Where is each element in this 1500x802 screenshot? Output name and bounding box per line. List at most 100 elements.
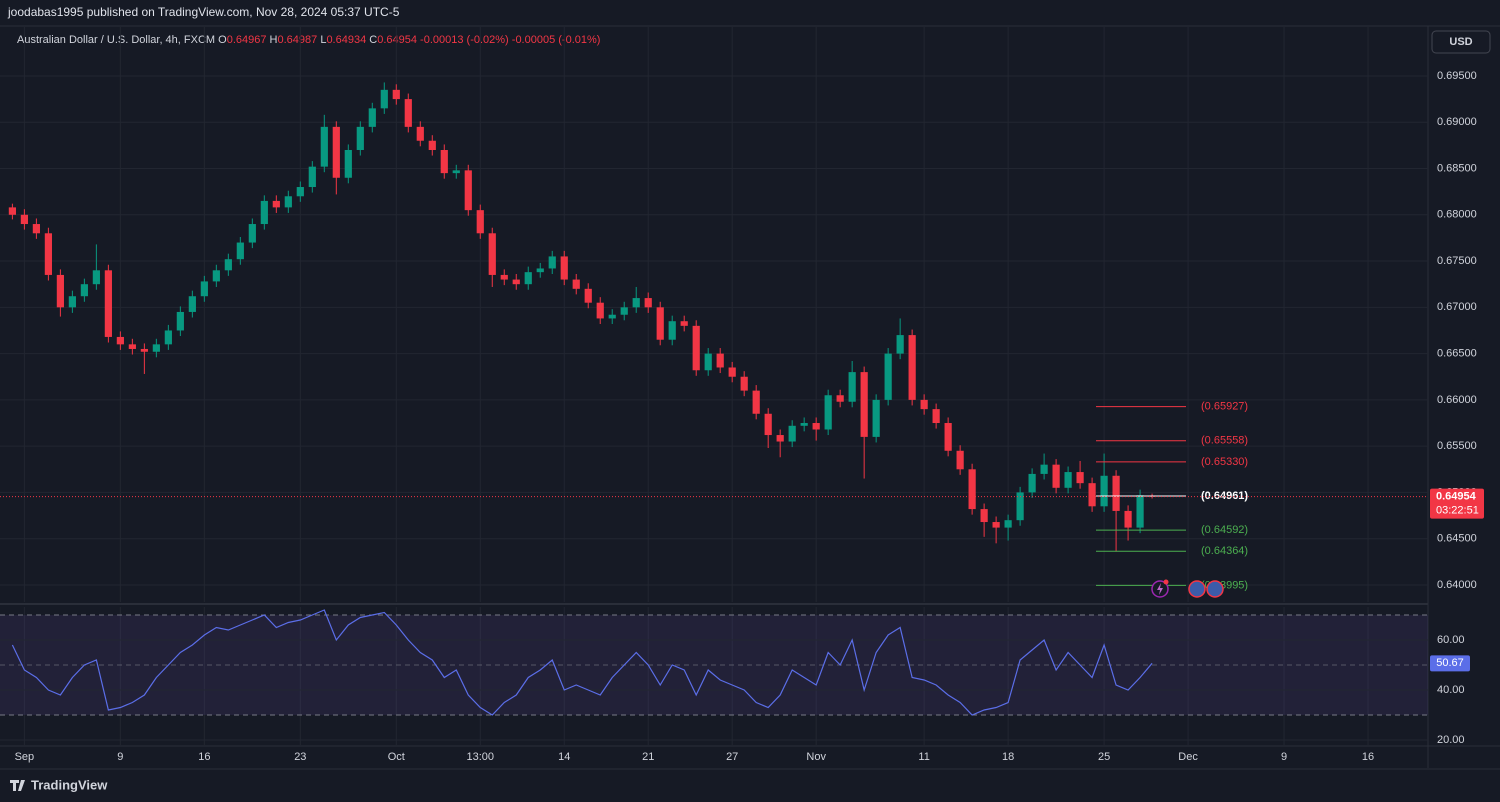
currency-button[interactable] [1431, 30, 1491, 54]
candle-body [440, 149, 448, 174]
candle-body [680, 321, 688, 326]
candle-body [1136, 495, 1144, 528]
candle-body [452, 170, 460, 174]
flag-icon[interactable] [1206, 580, 1224, 598]
candle-body [80, 284, 88, 297]
candle-body [560, 256, 568, 280]
y-tick-label: 0.66500 [1437, 348, 1477, 360]
event-icons [1151, 579, 1224, 598]
candle-body [668, 321, 676, 340]
candle-body [980, 509, 988, 523]
candle-body [872, 399, 880, 437]
x-tick-label: 21 [642, 751, 654, 763]
candle-body [620, 307, 628, 315]
y-tick-label: 0.67000 [1437, 301, 1477, 313]
publisher: joodabas1995 published on TradingView.co… [7, 5, 400, 19]
candle-body [1112, 475, 1120, 511]
candle-body [32, 224, 40, 234]
candle-body [1040, 464, 1048, 474]
candle-body [956, 450, 964, 470]
plot: Sep 9 16 23 Oct 13:00 14 21 27 Nov 11 18 25 Dec 9 16 0.6… [0, 27, 1484, 763]
candle-body [128, 344, 136, 349]
change: -0.00013 (-0.02%) [420, 34, 509, 46]
y-tick-label: 0.68500 [1437, 162, 1477, 174]
candle-body [428, 140, 436, 150]
x-tick-label: 16 [1362, 751, 1374, 763]
low-value: 0.64934 [326, 34, 366, 46]
countdown: 03:22:51 [1436, 505, 1479, 517]
level-label: (0.64364) [1201, 545, 1248, 557]
candle-body [188, 296, 196, 312]
candle-body [1088, 483, 1096, 507]
candle-body [260, 200, 268, 225]
candle-body [728, 367, 736, 377]
candle-body [932, 409, 940, 424]
candle-body [1016, 492, 1024, 521]
rsi-value-label: 50.67 [1436, 657, 1464, 669]
y-tick-label: 0.69000 [1437, 116, 1477, 128]
candle-body [920, 399, 928, 410]
x-tick-label: 18 [1002, 751, 1014, 763]
candle-body [152, 344, 160, 352]
y-tick-label: 0.67500 [1437, 255, 1477, 267]
candle-body [500, 274, 508, 280]
price-label: 0.64954 [1436, 491, 1477, 503]
level-label: (0.65330) [1201, 456, 1248, 468]
candle-body [884, 353, 892, 400]
candle-body [512, 279, 520, 285]
candle-body [524, 272, 532, 285]
candle-body [536, 268, 544, 273]
candle-body [20, 214, 28, 225]
candle-body [548, 256, 556, 269]
candle-body [908, 335, 916, 400]
candle-body [776, 435, 784, 442]
candle-body [1052, 464, 1060, 488]
legend: Australian Dollar / U.S. Dollar, 4h, FXC… [17, 34, 600, 46]
y-tick-label: 0.68000 [1437, 209, 1477, 221]
candle-body [140, 348, 148, 352]
candle-body [704, 353, 712, 371]
logo [10, 780, 25, 791]
candle-body [860, 372, 868, 437]
candle-body [584, 288, 592, 303]
candle-body [836, 395, 844, 402]
candle-body [332, 126, 340, 178]
rsi-value-box [1430, 655, 1470, 672]
rsi-line [11, 609, 1153, 716]
candle-body [224, 259, 232, 271]
brand: TradingView [31, 777, 108, 792]
flag-icon[interactable] [1188, 580, 1206, 598]
y-tick-label: 0.64500 [1437, 533, 1477, 545]
candle-body [764, 413, 772, 436]
candle-body [320, 126, 328, 167]
x-tick-label: 13:00 [467, 751, 495, 763]
x-tick-label: 9 [117, 751, 123, 763]
candle-body [692, 325, 700, 371]
x-tick-label: Nov [806, 751, 826, 763]
candle-body [992, 522, 1000, 528]
rsi-tick-label: 40.00 [1437, 684, 1465, 696]
candle-body [824, 395, 832, 430]
x-tick-label: Dec [1178, 751, 1198, 763]
currency[interactable]: USD [1449, 36, 1472, 48]
candle-body [632, 298, 640, 308]
candle-body [944, 423, 952, 451]
symbol: Australian Dollar / U.S. Dollar, 4h, FXC… [17, 34, 215, 46]
icon [1157, 583, 1163, 595]
y-tick-label: 0.66000 [1437, 394, 1477, 406]
candle-body [1028, 473, 1036, 493]
candle-body [896, 335, 904, 354]
candle-body [1004, 520, 1012, 528]
close-value: 0.64954 [377, 34, 417, 46]
candle-body [380, 89, 388, 109]
candle-body [8, 207, 16, 215]
high-value: 0.64987 [277, 34, 317, 46]
candle-body [356, 126, 364, 150]
candle-body [392, 89, 400, 100]
rsi-tick-label: 60.00 [1437, 634, 1465, 646]
candle-body [212, 270, 220, 282]
level-label: (0.65558) [1201, 435, 1248, 447]
y-tick-label: 0.65500 [1437, 440, 1477, 452]
y-tick-label: 0.69500 [1437, 70, 1477, 82]
